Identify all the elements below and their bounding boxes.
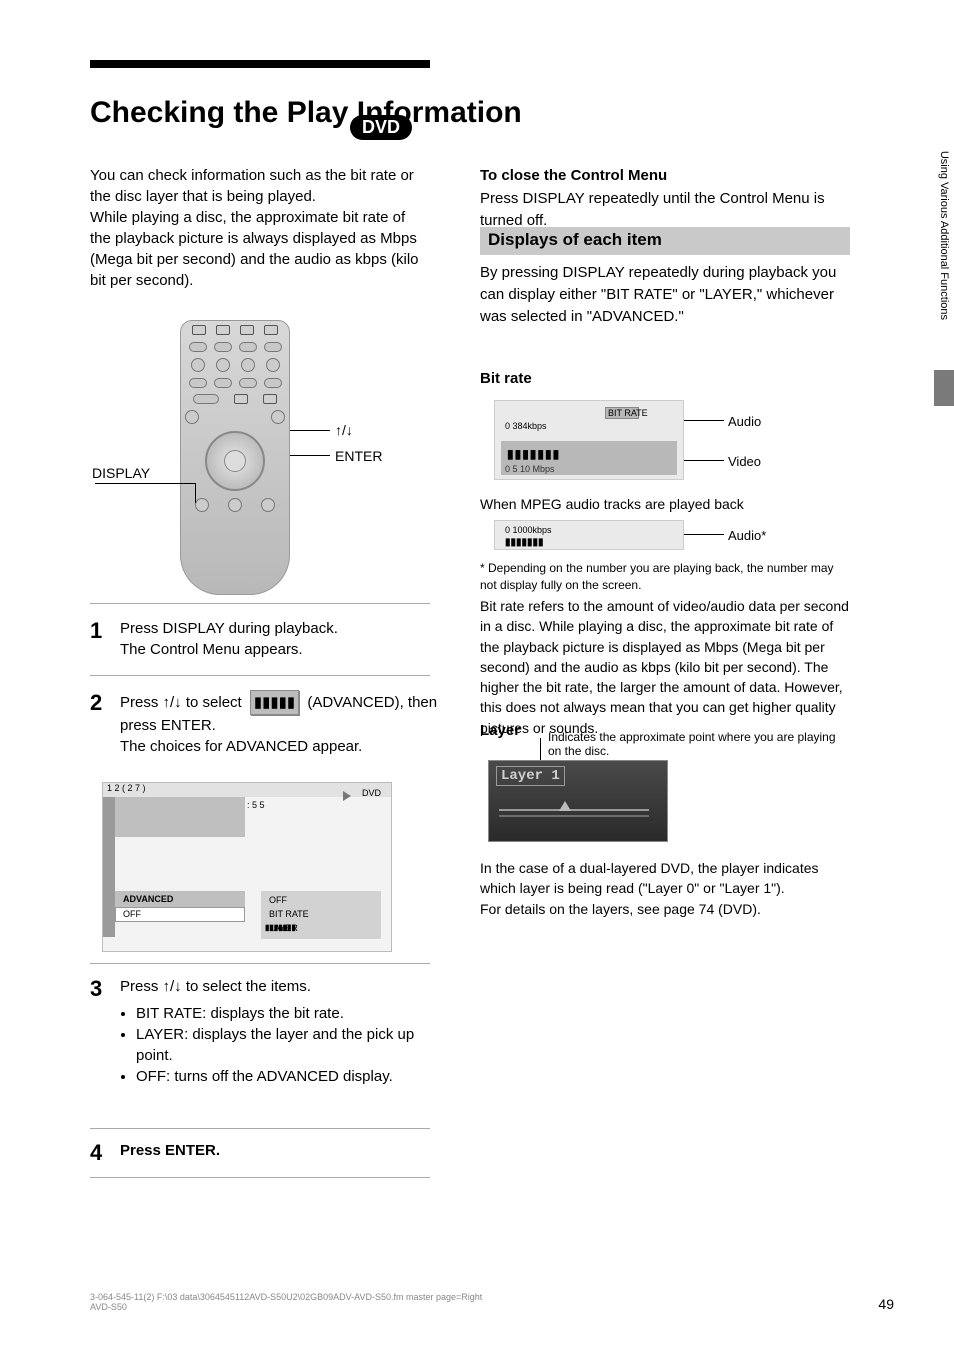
advanced-icon: ▮▮▮▮▮: [250, 690, 299, 715]
page-number: 49: [878, 1296, 894, 1312]
audio-label2: Audio*: [728, 528, 878, 543]
audio-note: When MPEG audio tracks are played back: [480, 494, 850, 514]
step-3-text: Press ↑/↓ to select the items. BIT RATE:…: [120, 976, 440, 1087]
menu-icon-strip: [103, 797, 115, 937]
step-3-b1: BIT RATE: displays the bit rate.: [136, 1003, 440, 1024]
scale-a2: 0 1000kbps: [505, 525, 552, 535]
side-tab-label: Using Various Additional Functions: [938, 151, 950, 320]
layer-label: Indicates the approximate point where yo…: [548, 730, 848, 758]
menu-sub-off: OFF: [269, 895, 287, 905]
step-3-num: 3: [90, 976, 102, 1002]
dvd-badge: DVD: [350, 115, 412, 140]
step-3-lead: Press ↑/↓ to select the items.: [120, 978, 311, 995]
play-icon: [343, 791, 351, 801]
step-2-num: 2: [90, 690, 102, 716]
menu-dvd: DVD: [362, 788, 381, 798]
footnote: * Depending on the number you are playin…: [480, 560, 850, 595]
separator: [90, 1177, 430, 1178]
intro-text: You can check information such as the bi…: [90, 165, 430, 291]
menu-advanced: ADVANCED: [123, 894, 173, 904]
leader-line: [195, 483, 196, 503]
section-text: By pressing DISPLAY repeatedly during pl…: [480, 262, 850, 327]
menu-off: OFF: [123, 909, 141, 919]
bitrate-panel: BIT RATE 0 384kbps ▮▮▮▮▮▮▮ 0 5 10 Mbps: [494, 400, 684, 480]
separator: [90, 675, 430, 676]
step-2-a: Press ↑/↓ to select: [120, 694, 242, 711]
side-tab: [934, 370, 954, 406]
separator: [90, 603, 430, 604]
step-1-text: Press DISPLAY during playback. The Contr…: [120, 618, 440, 660]
leader: [540, 738, 541, 762]
leader-line: [95, 483, 195, 484]
video-label: Video: [728, 454, 878, 469]
scale-a: 0 384kbps: [505, 421, 547, 431]
leader-line: [290, 455, 330, 456]
step-2-b: The choices for ADVANCED appear.: [120, 738, 362, 755]
leader: [684, 534, 724, 535]
arrows-label: ↑/↓: [335, 422, 353, 438]
bars: ▮▮▮▮▮▮▮: [507, 447, 560, 461]
close-title: To close the Control Menu: [480, 165, 850, 187]
display-label: DISPLAY: [92, 465, 150, 481]
page-title: Checking the Play Information: [90, 95, 522, 131]
bitrate-title: Bit rate: [480, 368, 850, 390]
separator: [90, 963, 430, 964]
footer-brand: AVD-S50: [90, 1302, 127, 1312]
bitrate-panel-2: 0 1000kbps ▮▮▮▮▮▮▮: [494, 520, 684, 550]
menu-sub-bitrate: BIT RATE: [269, 909, 309, 919]
leader-line: [290, 430, 330, 431]
bit-word: BIT RATE: [608, 408, 648, 418]
section-rule: [90, 60, 430, 68]
audio-label: Audio: [728, 414, 878, 429]
step-4-num: 4: [90, 1140, 102, 1166]
leader: [684, 420, 724, 421]
bars2: ▮▮▮▮▮▮▮: [505, 537, 544, 548]
step-3-b2: LAYER: displays the layer and the pick u…: [136, 1024, 440, 1066]
close-text: Press DISPLAY repeatedly until the Contr…: [480, 188, 850, 232]
scale-v: 0 5 10 Mbps: [505, 464, 555, 474]
enter-label: ENTER: [335, 448, 382, 464]
section-heading: Displays of each item: [488, 230, 662, 250]
layer-para: In the case of a dual-layered DVD, the p…: [480, 858, 850, 919]
separator: [90, 1128, 430, 1129]
step-2-text: Press ↑/↓ to select ▮▮▮▮▮ (ADVANCED), th…: [120, 690, 440, 757]
step-3-b3: OFF: turns off the ADVANCED display.: [136, 1066, 440, 1087]
bars-icon-small: ▮▮▮▮▮▮▮: [265, 923, 296, 932]
layer-caption: Layer 1: [496, 766, 565, 786]
bitrate-para: Bit rate refers to the amount of video/a…: [480, 596, 850, 738]
step-4-text: Press ENTER.: [120, 1140, 440, 1161]
footer-path: 3-064-545-11(2) F:\03 data\3064545112AVD…: [90, 1292, 482, 1302]
menu-highlight-top: [115, 797, 245, 837]
control-menu-panel: 1 2 ( 2 7 ) 1 8 ( 3 4 ) C 0 1 : 3 2 : 5 …: [102, 782, 392, 952]
menu-hdr-l: 1 2 ( 2 7 ): [107, 783, 146, 793]
leader: [684, 460, 724, 461]
step-1-num: 1: [90, 618, 102, 644]
remote-illustration: [180, 320, 290, 595]
footer-id: 3-064-545-11(2) F:\03 data\3064545112AVD…: [90, 1292, 482, 1312]
